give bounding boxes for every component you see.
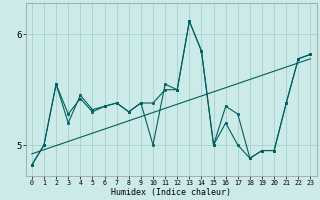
X-axis label: Humidex (Indice chaleur): Humidex (Indice chaleur)	[111, 188, 231, 197]
